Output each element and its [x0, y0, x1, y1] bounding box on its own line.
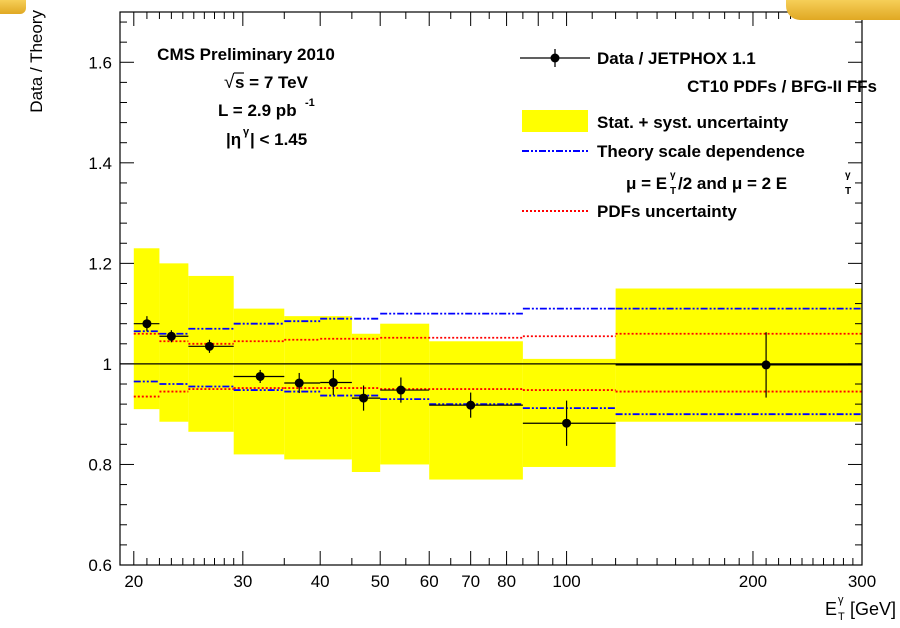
legend-mu-sub-b: T: [845, 186, 851, 197]
x-axis-title-sub: T: [838, 611, 845, 623]
y-axis-title: Data / Theory: [27, 10, 46, 113]
annotation-eta-tail: | < 1.45: [250, 130, 307, 149]
annotation-eta-text: |η: [226, 130, 241, 149]
legend-mu-sup-a: γ: [670, 170, 676, 181]
legend-pdf-label: PDFs uncertainty: [597, 202, 737, 221]
legend-band-swatch: [522, 110, 588, 132]
legend-data-marker: [550, 53, 560, 63]
legend-entry-scale: Theory scale dependence μ = E γ T /2 and…: [522, 142, 851, 197]
y-tick-label: 0.8: [88, 455, 112, 474]
annotation-lumi: L = 2.9 pb -1: [218, 97, 315, 120]
band-bin-9: [615, 288, 862, 422]
legend-band-label: Stat. + syst. uncertainty: [597, 113, 789, 132]
y-tick-label: 1: [103, 355, 112, 374]
annotation-energy-text: s = 7 TeV: [235, 73, 309, 92]
annotation-energy: √ s = 7 TeV: [224, 72, 309, 93]
band-bin-5: [351, 333, 381, 472]
legend-scale-sublabel: μ = E γ T /2 and μ = 2 E γ T: [626, 170, 851, 197]
data-point-0: [142, 319, 152, 329]
data-point-1: [166, 331, 176, 341]
y-tick-label: 1.4: [88, 154, 112, 173]
legend-data-sublabel: CT10 PDFs / BFG-II FFs: [687, 77, 877, 96]
svg-text:μ = E: μ = E: [626, 174, 667, 193]
annotation-lumi-text: L = 2.9 pb: [218, 101, 297, 120]
plot-frame: [119, 11, 863, 566]
x-axis-title-symbol: E: [825, 599, 837, 619]
annotation-eta: |η γ | < 1.45: [226, 126, 307, 149]
data-point-8: [466, 400, 476, 410]
x-tick-label: 300: [848, 572, 876, 591]
corner-tab-left: [0, 0, 26, 14]
annotation-eta-sup: γ: [243, 126, 250, 138]
legend-mu-a: μ = E: [626, 174, 667, 193]
legend-data-label: Data / JETPHOX 1.1: [597, 49, 756, 68]
data-point-4: [294, 378, 304, 388]
x-tick-label: 80: [497, 572, 516, 591]
legend-entry-data: Data / JETPHOX 1.1 CT10 PDFs / BFG-II FF…: [520, 49, 877, 96]
band-bin-2: [188, 275, 234, 432]
x-tick-label: 20: [124, 572, 143, 591]
plot-annotation: CMS Preliminary 2010 √ s = 7 TeV L = 2.9…: [157, 45, 335, 149]
band-bin-7: [429, 341, 523, 480]
data-point-6: [359, 393, 369, 403]
x-tick-label: 40: [311, 572, 330, 591]
legend-mu-sub-a: T: [670, 186, 676, 197]
x-tick-label: 30: [233, 572, 252, 591]
corner-tab-right: [786, 0, 900, 20]
data-point-7: [396, 385, 406, 395]
y-tick-label: 1.2: [88, 254, 112, 273]
x-tick-label: 50: [371, 572, 390, 591]
x-axis-title-unit: [GeV]: [850, 599, 896, 619]
band-bin-6: [380, 323, 430, 465]
legend: Data / JETPHOX 1.1 CT10 PDFs / BFG-II FF…: [520, 49, 877, 221]
y-tick-label: 0.6: [88, 556, 112, 575]
x-tick-label: 60: [420, 572, 439, 591]
band-bin-8: [522, 358, 616, 467]
data-point-3: [255, 371, 265, 381]
legend-entry-band: Stat. + syst. uncertainty: [522, 110, 789, 132]
x-tick-label: 200: [739, 572, 767, 591]
legend-mu-b: /2 and μ = 2 E: [678, 174, 787, 193]
x-axis-title-sup: γ: [838, 594, 844, 606]
y-tick-label: 1.6: [88, 53, 112, 72]
legend-mu-sup-b: γ: [845, 170, 851, 181]
x-tick-label: 70: [461, 572, 480, 591]
legend-scale-label: Theory scale dependence: [597, 142, 805, 161]
sqrt-symbol: √: [224, 72, 235, 93]
svg-text:E: E: [825, 599, 837, 619]
data-point-9: [562, 418, 572, 428]
data-point-2: [204, 341, 214, 351]
data-point-10: [761, 360, 771, 370]
data-point-5: [328, 378, 338, 388]
annotation-title: CMS Preliminary 2010: [157, 45, 335, 64]
axes: 0.6 0.8 1 1.2 1.4 1.6 20 30 40 50 60 70 80 100 200 300: [88, 11, 876, 591]
band-bin-1: [159, 263, 189, 422]
x-tick-label: 100: [552, 572, 580, 591]
annotation-lumi-sup: -1: [305, 97, 315, 109]
x-axis-title: E γ T [GeV]: [825, 594, 896, 623]
legend-entry-pdf: PDFs uncertainty: [522, 202, 737, 221]
band-bin-3: [233, 308, 285, 455]
plot-area: [120, 248, 862, 480]
